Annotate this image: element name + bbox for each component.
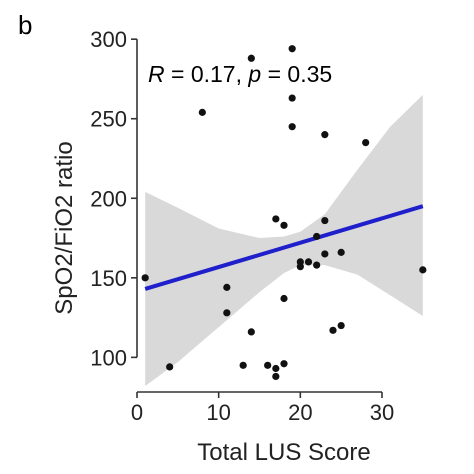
data-point: [198, 108, 206, 116]
data-point: [419, 266, 427, 274]
correlation-annotation: R = 0.17, p = 0.35: [148, 61, 332, 87]
fit-line-layer: [144, 204, 424, 291]
y-tick-label: 200: [90, 186, 127, 211]
p-symbol: p: [247, 61, 261, 87]
data-point: [272, 215, 280, 223]
regression-line: [144, 204, 424, 291]
data-point: [272, 364, 280, 373]
confidence-band-layer: [145, 94, 423, 387]
x-axis-title: Total LUS Score: [197, 439, 370, 466]
data-point: [313, 232, 321, 241]
data-point: [313, 261, 321, 269]
data-point: [337, 321, 345, 330]
y-tick-label: 300: [90, 27, 127, 52]
y-tick-label: 150: [90, 266, 127, 291]
data-point: [223, 283, 231, 291]
y-axis-title: SpO2/FiO2 ratio: [51, 141, 78, 314]
confidence-band: [145, 94, 423, 387]
data-point: [247, 54, 255, 62]
data-point: [329, 326, 337, 334]
data-point: [362, 138, 370, 147]
data-point: [337, 248, 345, 256]
data-point: [223, 309, 231, 317]
data-point: [321, 131, 329, 139]
x-tick-label: 30: [370, 400, 394, 425]
y-tick-label: 250: [90, 107, 127, 132]
data-point: [264, 361, 272, 369]
data-point: [288, 94, 296, 102]
panel-label: b: [18, 10, 32, 40]
data-point: [239, 361, 247, 369]
data-point: [288, 45, 296, 53]
data-point: [321, 216, 329, 225]
data-point: [247, 328, 255, 336]
data-point: [280, 360, 288, 368]
data-point: [280, 221, 288, 229]
data-point: [166, 363, 174, 371]
data-point: [272, 372, 280, 381]
p-value: = 0.35: [261, 61, 332, 87]
r-value: = 0.17,: [165, 61, 249, 87]
data-point: [288, 123, 296, 131]
data-points-layer: [141, 45, 427, 381]
x-tick-label: 10: [206, 400, 230, 425]
axes-layer: 100 150 200 250 300 0 10 20 30: [90, 27, 394, 425]
data-point: [304, 258, 313, 266]
data-point: [296, 263, 304, 271]
data-point: [280, 294, 288, 303]
data-point: [141, 274, 149, 282]
y-tick-label: 100: [90, 345, 127, 370]
data-point: [321, 250, 329, 258]
r-symbol: R: [148, 61, 165, 87]
x-tick-label: 0: [131, 400, 143, 425]
x-tick-label: 20: [288, 400, 312, 425]
